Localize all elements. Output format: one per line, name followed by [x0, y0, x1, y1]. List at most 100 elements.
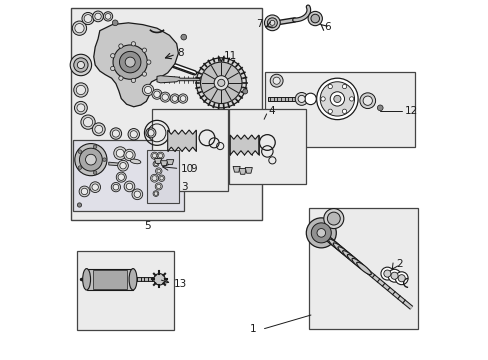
Text: 8: 8: [177, 48, 183, 58]
Polygon shape: [93, 270, 127, 289]
Circle shape: [359, 93, 375, 109]
Bar: [70, 8, 261, 220]
Circle shape: [132, 189, 142, 200]
Text: 6: 6: [323, 22, 330, 32]
Circle shape: [153, 91, 160, 98]
Circle shape: [152, 154, 156, 158]
Circle shape: [153, 161, 159, 167]
Circle shape: [80, 148, 102, 171]
Circle shape: [311, 223, 331, 243]
Circle shape: [77, 104, 84, 112]
Circle shape: [152, 89, 162, 99]
Ellipse shape: [130, 159, 141, 164]
Circle shape: [181, 34, 186, 40]
Circle shape: [144, 86, 151, 94]
Text: 11: 11: [224, 51, 237, 61]
Circle shape: [93, 11, 103, 22]
Text: 5: 5: [144, 221, 150, 231]
Circle shape: [304, 93, 316, 105]
Ellipse shape: [337, 247, 354, 261]
Circle shape: [217, 79, 224, 86]
Circle shape: [269, 20, 274, 25]
Circle shape: [119, 76, 123, 80]
Ellipse shape: [323, 235, 342, 251]
Circle shape: [92, 184, 98, 190]
Circle shape: [200, 76, 206, 83]
Circle shape: [295, 93, 307, 105]
Circle shape: [70, 54, 91, 76]
Circle shape: [196, 58, 246, 108]
Polygon shape: [160, 161, 167, 166]
Circle shape: [134, 191, 140, 198]
Polygon shape: [86, 269, 133, 290]
Circle shape: [151, 152, 158, 159]
Circle shape: [78, 166, 81, 170]
Circle shape: [214, 76, 228, 90]
Circle shape: [242, 89, 247, 94]
Circle shape: [120, 162, 126, 169]
Text: 4: 4: [267, 107, 274, 116]
Text: 9: 9: [190, 163, 197, 174]
Circle shape: [155, 183, 162, 190]
Circle shape: [180, 96, 185, 102]
Circle shape: [102, 158, 106, 161]
Circle shape: [390, 272, 397, 279]
Circle shape: [320, 82, 354, 116]
Circle shape: [103, 12, 112, 21]
Circle shape: [113, 184, 119, 190]
Circle shape: [93, 145, 97, 149]
Circle shape: [105, 14, 111, 19]
Circle shape: [153, 274, 165, 285]
Circle shape: [387, 269, 400, 282]
Circle shape: [75, 23, 84, 33]
Circle shape: [323, 208, 343, 229]
Circle shape: [316, 229, 325, 237]
Circle shape: [131, 42, 135, 46]
Circle shape: [95, 13, 101, 19]
Circle shape: [125, 57, 135, 67]
Circle shape: [158, 175, 164, 181]
Circle shape: [83, 117, 93, 127]
Circle shape: [75, 144, 107, 176]
Circle shape: [81, 115, 95, 129]
Circle shape: [77, 62, 84, 68]
Circle shape: [123, 149, 135, 161]
Circle shape: [112, 20, 118, 26]
Circle shape: [154, 192, 157, 195]
Bar: [151, 109, 228, 191]
Ellipse shape: [319, 231, 338, 247]
Circle shape: [72, 21, 86, 35]
Circle shape: [272, 77, 280, 84]
Circle shape: [119, 51, 141, 73]
Circle shape: [157, 152, 164, 159]
Circle shape: [145, 128, 156, 138]
Circle shape: [130, 131, 137, 138]
Circle shape: [267, 18, 277, 28]
Circle shape: [119, 44, 123, 48]
Circle shape: [162, 94, 168, 100]
Circle shape: [158, 154, 163, 158]
Circle shape: [110, 54, 115, 58]
Circle shape: [363, 96, 372, 105]
Circle shape: [160, 92, 170, 102]
Circle shape: [349, 97, 353, 101]
Circle shape: [116, 172, 126, 182]
Polygon shape: [108, 162, 120, 166]
Circle shape: [116, 149, 124, 157]
Circle shape: [383, 270, 390, 277]
Circle shape: [394, 272, 407, 285]
Circle shape: [74, 83, 88, 97]
Circle shape: [170, 94, 179, 103]
Circle shape: [92, 123, 105, 136]
Polygon shape: [167, 130, 196, 152]
Circle shape: [172, 96, 177, 102]
Polygon shape: [230, 135, 258, 155]
Bar: [308, 208, 417, 329]
Ellipse shape: [129, 269, 137, 290]
Circle shape: [264, 15, 280, 31]
Circle shape: [380, 267, 393, 280]
Bar: [228, 109, 305, 184]
Circle shape: [77, 203, 81, 207]
Circle shape: [112, 130, 119, 137]
Circle shape: [327, 109, 332, 113]
